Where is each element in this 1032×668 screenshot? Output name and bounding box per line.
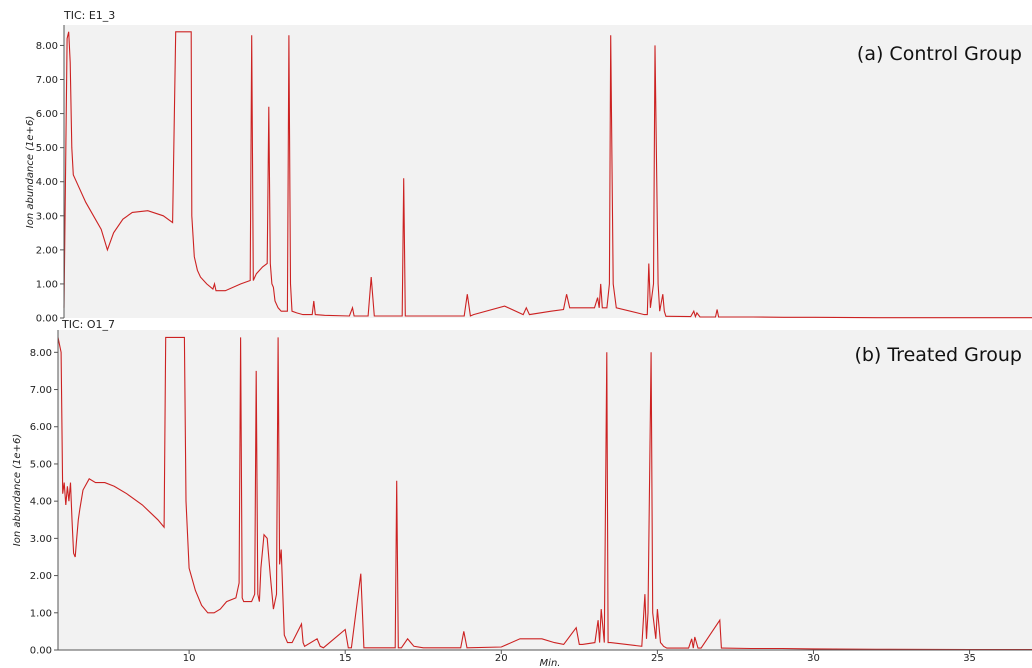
x-tick-label: 15 [339, 653, 352, 664]
group-label-treated: (b) Treated Group [854, 344, 1022, 366]
y-tick-label: 1.00 [36, 279, 58, 290]
plot-area-treated [58, 330, 1032, 650]
y-tick-label: 3.00 [36, 211, 58, 222]
x-tick-label: 25 [651, 653, 664, 664]
y-ticks-treated: 0.00 1.00 2.00 3.00 4.00 5.00 6.00 7.00 8.00 [30, 348, 58, 657]
y-tick-label: 0.00 [30, 646, 52, 657]
y-tick-label: 3.00 [30, 534, 52, 545]
y-axis-label-treated: Ion abundance (1e+6) [12, 434, 23, 546]
y-tick-label: 5.00 [30, 459, 52, 470]
panel-control-group: 0.00 1.00 2.00 3.00 4.00 5.00 6.00 7.00 8.00 TIC… [25, 9, 1032, 325]
x-tick-label: 10 [183, 653, 196, 664]
panel-treated-group: 0.001.002.003.004.005.006.007.008.00 10 1… [12, 318, 1032, 668]
y-tick-label: 8.00 [30, 348, 52, 359]
tic-trace-treated [57, 336, 1032, 651]
x-ticks-treated: 10 15 20 25 30 35 [183, 650, 976, 664]
y-tick-label: 8.00 [36, 41, 58, 52]
y-tick-label: 2.00 [30, 571, 52, 582]
x-tick-label: 30 [807, 653, 820, 664]
y-ticks-control: 0.00 1.00 2.00 3.00 4.00 5.00 6.00 7.00 8.00 [36, 41, 64, 325]
plot-area-control [64, 25, 1032, 318]
tic-label-treated: TIC: O1_7 [61, 318, 115, 331]
x-tick-label: 35 [963, 653, 976, 664]
y-tick-label: 4.00 [36, 177, 58, 188]
tic-trace-control [63, 31, 1032, 319]
group-label-control: (a) Control Group [857, 43, 1022, 65]
x-axis-label: Min. [540, 658, 561, 668]
tic-label-control: TIC: E1_3 [63, 9, 115, 22]
y-tick-label: 6.00 [36, 109, 58, 120]
y-tick-label: 2.00 [36, 245, 58, 256]
y-tick-label: 7.00 [30, 385, 52, 396]
y-tick-label: 1.00 [30, 608, 52, 619]
x-tick-label: 20 [495, 653, 508, 664]
y-tick-label: 6.00 [30, 422, 52, 433]
y-tick-label: 7.00 [36, 75, 58, 86]
y-tick-label: 4.00 [30, 497, 52, 508]
y-axis-label-control: Ion abundance (1e+6) [25, 116, 36, 228]
y-tick-label: 5.00 [36, 143, 58, 154]
y-tick-label: 0.00 [36, 314, 58, 325]
